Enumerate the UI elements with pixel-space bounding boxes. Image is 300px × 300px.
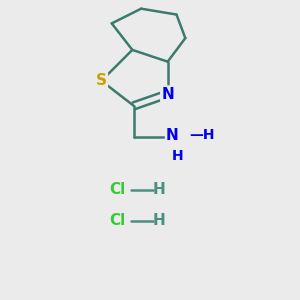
Text: —H: —H <box>190 128 215 142</box>
Text: S: S <box>96 73 107 88</box>
Text: H: H <box>152 182 165 197</box>
Text: Cl: Cl <box>110 213 126 228</box>
Text: H: H <box>172 149 184 163</box>
Text: H: H <box>152 213 165 228</box>
Text: N: N <box>166 128 178 143</box>
Text: N: N <box>161 87 174 102</box>
Text: Cl: Cl <box>110 182 126 197</box>
